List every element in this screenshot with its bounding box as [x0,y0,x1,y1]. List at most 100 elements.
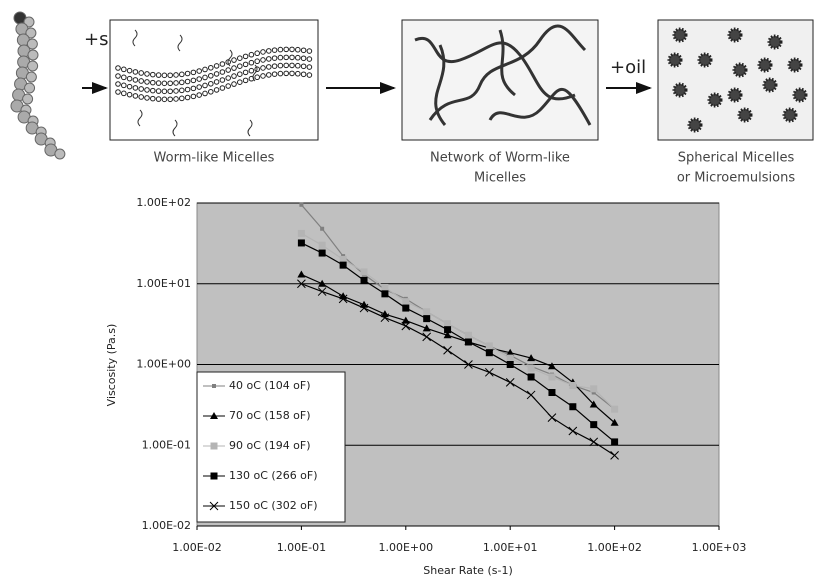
head [121,90,127,97]
head [179,95,185,102]
head [225,75,231,81]
marker [610,450,619,460]
head [283,62,290,69]
marker [423,315,431,323]
head [225,67,231,73]
head [167,72,173,79]
marker [297,229,305,237]
marker [506,354,514,362]
head [237,71,243,77]
oil-label: +oil [610,57,646,78]
marker [589,400,598,408]
head [271,55,278,61]
marker [464,360,473,369]
marker [506,348,515,356]
marker [339,261,347,269]
surfactant [227,49,233,67]
y-tick-label: 1.00E+02 [136,196,191,209]
panel-label: or Microemulsions [677,171,796,186]
marker [547,362,556,370]
marker [297,279,306,289]
head [271,63,278,69]
head [184,70,191,77]
head [144,95,150,101]
head [155,96,162,102]
head [242,61,249,68]
marker [568,426,578,436]
x-tick-label: 1.00E+03 [692,541,747,554]
y-axis-title: Viscosity (Pa.s) [105,324,118,407]
head [179,71,185,78]
head [115,89,121,95]
marker [464,331,472,339]
head [115,65,121,71]
head [190,93,197,100]
head [248,51,255,58]
head [138,78,144,84]
head [208,72,214,79]
head [167,88,173,95]
marker [527,364,535,372]
marker [548,373,556,381]
head [306,48,313,54]
head [208,80,214,87]
head [213,87,220,93]
head [138,86,144,92]
head [289,70,295,77]
head [219,69,226,75]
marker [359,303,369,313]
panel-network [401,19,599,141]
marker [360,276,368,284]
network [414,24,592,126]
marker [212,384,216,388]
legend-label: 40 oC (104 oF) [229,379,311,392]
head [306,56,313,62]
head [126,91,133,98]
head [167,80,173,87]
head [132,93,139,99]
marker [402,304,410,312]
marker [210,472,218,480]
head [306,72,313,78]
legend-entries: 40 oC (104 oF) 70 oC (158 oF) 90 oC (194 o… [203,379,318,512]
marker [380,313,390,323]
head [208,88,214,95]
head [161,72,168,79]
marker [485,349,493,357]
x-tick-label: 1.00E-01 [277,541,326,554]
atom [26,38,38,50]
head [271,47,278,53]
head [167,96,173,103]
marker [590,421,598,429]
marker [526,390,536,400]
grid [196,202,720,530]
head [144,79,150,85]
sphere [737,107,753,123]
marker [590,385,598,393]
marker [506,361,514,368]
marker [209,501,219,511]
surfactant [247,119,253,137]
head [121,66,127,73]
head [202,82,208,89]
head [300,47,307,54]
surfactant [137,109,143,127]
head [150,79,156,86]
marker [381,290,389,298]
sphere [792,87,808,103]
head [306,64,313,70]
head [115,73,121,79]
sphere [687,117,703,133]
marker [610,418,619,426]
marker [360,268,368,276]
sphere [667,52,683,68]
x-axis-title: Shear Rate (s-1) [423,564,512,577]
head [202,90,208,97]
head [138,70,144,76]
head [132,69,139,75]
sphere [767,34,783,50]
head [196,68,202,74]
head [277,46,284,53]
sphere [672,27,688,43]
panel-label: Spherical Micelles [678,151,795,166]
